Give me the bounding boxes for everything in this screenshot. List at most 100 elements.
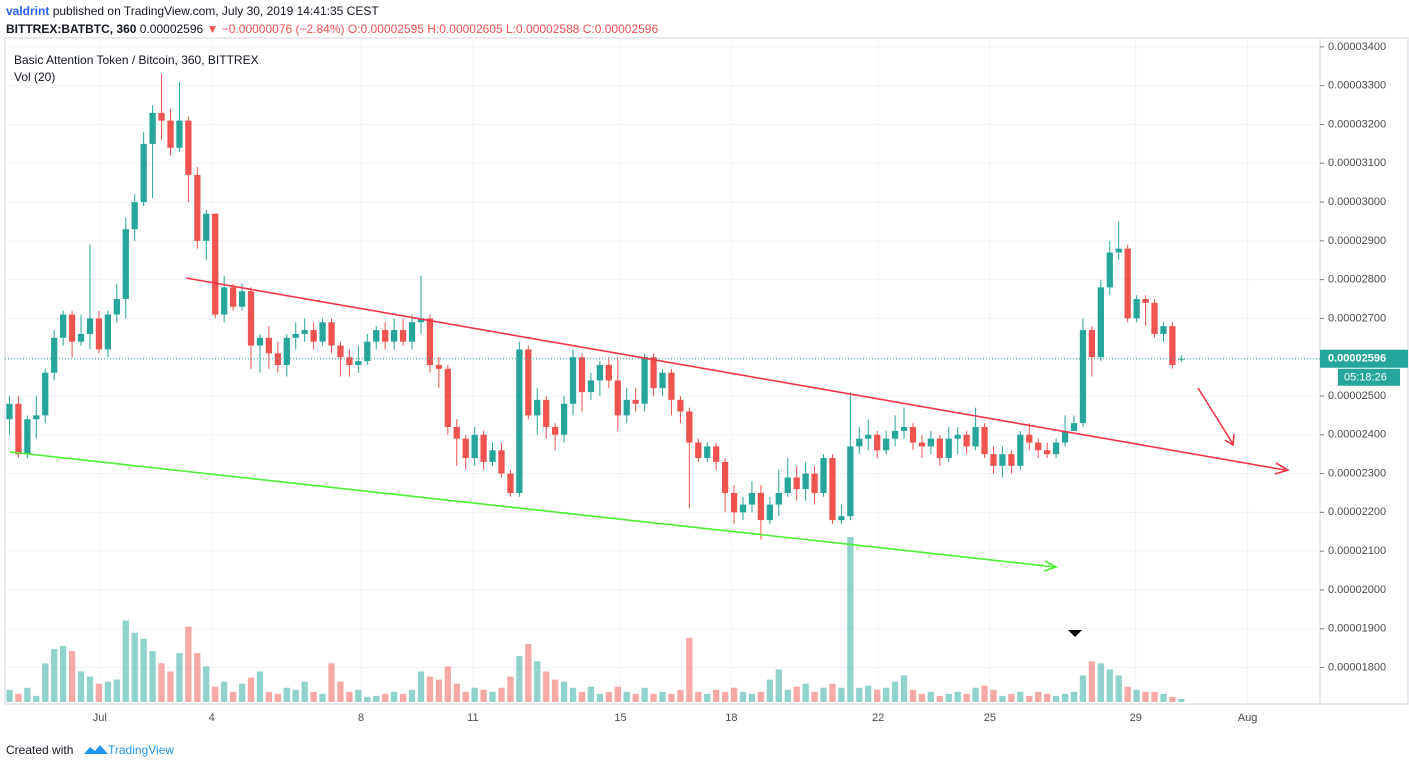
x-tick-label: 15	[614, 712, 626, 724]
volume-bar	[623, 691, 630, 702]
candle-body	[972, 427, 979, 447]
candle-body	[1088, 330, 1096, 358]
volume-bar	[337, 681, 344, 702]
candle-body	[883, 438, 890, 451]
y-tick-label: 0.00002900	[1328, 235, 1386, 247]
volume-bar	[1097, 663, 1104, 702]
y-tick-label: 0.00003300	[1328, 80, 1386, 92]
volume-bar	[149, 651, 156, 702]
candle-body	[1017, 434, 1024, 466]
candle-body	[721, 461, 729, 493]
candle-body	[534, 399, 541, 416]
volume-bar	[462, 691, 469, 702]
candle-body	[847, 446, 854, 517]
candle-body	[194, 174, 201, 241]
volume-bar	[212, 686, 219, 702]
volume-bar	[176, 653, 183, 702]
candle-body	[525, 349, 532, 416]
volume-bar	[194, 653, 201, 702]
volume-bar	[104, 681, 112, 702]
candle-body	[614, 380, 621, 416]
candle-body	[113, 299, 120, 315]
volume-bar	[865, 685, 872, 702]
volume-bar	[596, 693, 604, 702]
volume-bar	[847, 537, 854, 702]
volume-bar	[1070, 691, 1078, 702]
footer-brand[interactable]: TradingView	[108, 743, 174, 757]
candle-body	[95, 318, 103, 350]
marker	[1068, 630, 1082, 637]
x-tick-label: Jul	[93, 712, 107, 724]
footer-created: Created with	[6, 743, 73, 757]
candle-body	[310, 330, 317, 342]
header-line: valdrint published on TradingView.com, J…	[6, 4, 379, 18]
volume-bar	[507, 676, 514, 702]
candle-body	[212, 213, 219, 315]
x-tick-label: 18	[725, 712, 737, 724]
candle-body	[274, 353, 281, 365]
candle-body	[140, 143, 147, 203]
volume-bar	[229, 691, 237, 702]
volume-bar	[560, 681, 568, 702]
candle-body	[945, 438, 952, 459]
author[interactable]: valdrint	[6, 4, 50, 18]
volume-bar	[247, 677, 255, 702]
volume-bar	[659, 691, 666, 702]
candle-body	[677, 399, 684, 412]
volume-bar	[60, 645, 67, 702]
volume-bar	[382, 693, 389, 702]
logo	[84, 745, 108, 754]
volume-bar	[95, 683, 103, 702]
volume-bar	[283, 687, 290, 702]
volume-bar	[713, 689, 720, 702]
volume-bar	[346, 691, 353, 702]
volume-label: Vol (20)	[14, 70, 55, 84]
candle-body	[51, 337, 58, 373]
volume-bar	[650, 693, 657, 702]
candle-body	[936, 438, 943, 459]
volume-bar	[238, 683, 246, 702]
candle-body	[605, 364, 612, 381]
volume-bar	[33, 695, 40, 702]
candle-body	[918, 442, 926, 447]
volume-bar	[874, 689, 881, 702]
volume-bar	[748, 693, 756, 702]
candle-body	[292, 333, 299, 338]
volume-bar	[793, 686, 800, 702]
volume-bar	[319, 693, 326, 702]
volume-bar	[883, 687, 890, 702]
candle-body	[158, 112, 165, 121]
volume-bar	[77, 671, 85, 702]
candle-body	[963, 434, 970, 447]
volume-bar	[990, 689, 997, 702]
candle-body	[739, 504, 747, 513]
volume-bar	[328, 663, 335, 702]
volume-bar	[891, 681, 899, 702]
candle-body	[632, 399, 639, 404]
volume-bar	[310, 691, 317, 702]
volume-bar	[6, 689, 13, 702]
candle-body	[757, 492, 765, 521]
volume-bar	[945, 693, 952, 702]
candle-body	[900, 427, 908, 431]
candle-body	[811, 473, 818, 493]
change: ▼ −0.00000076 (−2.84%)	[206, 22, 345, 36]
x-tick-label: 29	[1130, 712, 1142, 724]
volume-bar	[730, 687, 738, 702]
volume-bar	[900, 675, 908, 702]
volume-bar	[489, 691, 496, 702]
y-tick-label: 0.00003100	[1328, 157, 1386, 169]
volume-bar	[972, 687, 979, 702]
volume-bar	[51, 649, 58, 702]
volume-bar	[525, 643, 532, 702]
volume-bar	[829, 683, 836, 702]
candle-body	[221, 287, 228, 315]
candle-body	[167, 120, 174, 148]
x-tick-label: 22	[872, 712, 884, 724]
candle-body	[337, 345, 344, 358]
volume-bar	[256, 671, 264, 702]
volume-bar	[614, 686, 621, 702]
volume-bar	[1151, 691, 1158, 702]
y-tick-label: 0.00002100	[1328, 545, 1386, 557]
